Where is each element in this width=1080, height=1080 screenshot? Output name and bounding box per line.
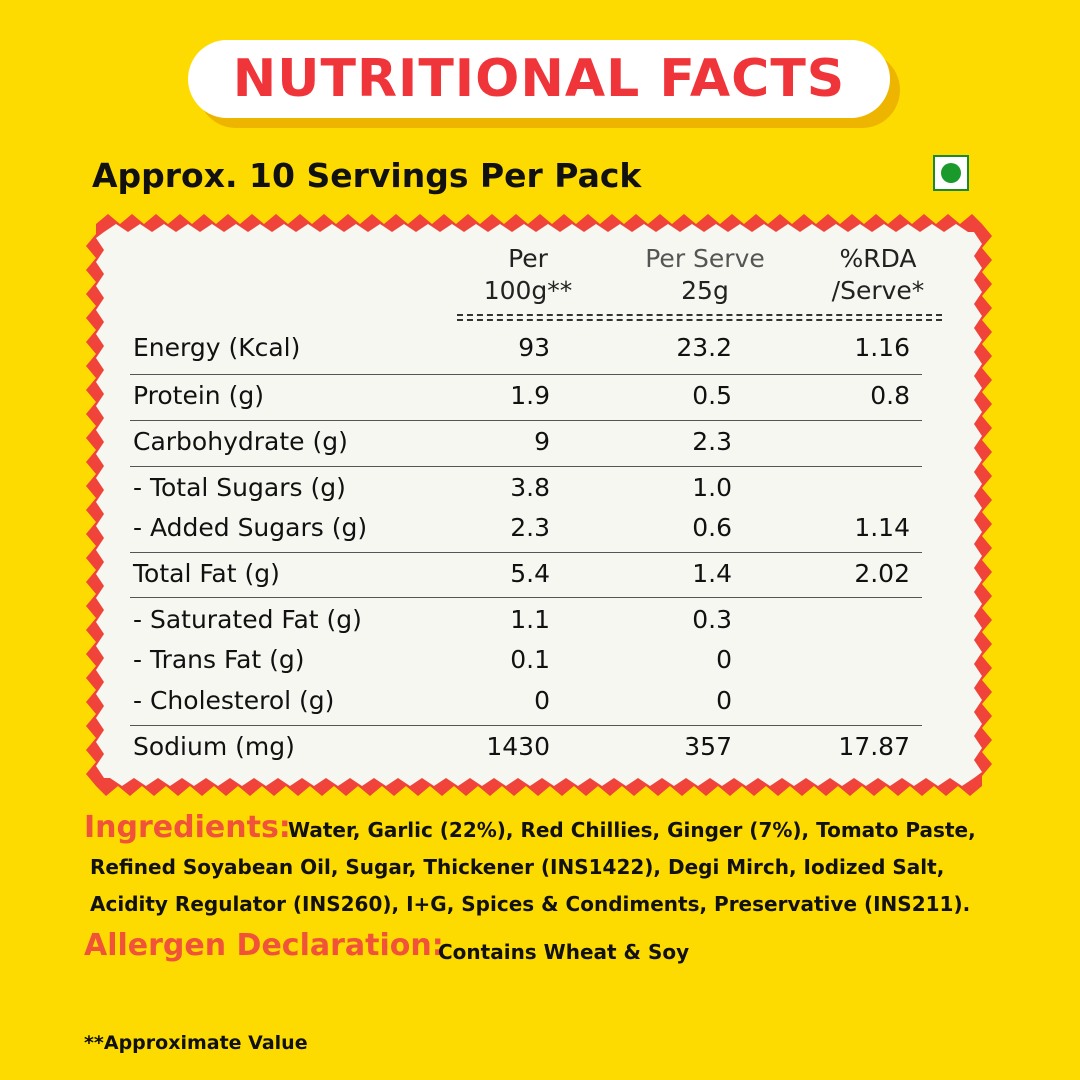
cell-per-100g: 1.9 (510, 381, 550, 410)
cell-per-100g: 2.3 (510, 513, 550, 542)
cell-rda: 2.02 (854, 559, 910, 588)
header-per-serve-line2: 25g (681, 276, 729, 305)
footnote: **Approximate Value (84, 1032, 308, 1054)
cell-per-serve: 0.6 (692, 513, 732, 542)
row-divider (130, 374, 922, 375)
cell-per-100g: 1430 (486, 732, 550, 761)
row-label: - Total Sugars (g) (133, 473, 346, 502)
cell-per-serve: 2.3 (692, 427, 732, 456)
cell-per-100g: 0 (534, 686, 550, 715)
cell-per-100g: 5.4 (510, 559, 550, 588)
cell-per-serve: 357 (684, 732, 732, 761)
row-label: - Cholesterol (g) (133, 686, 335, 715)
title-banner: NUTRITIONAL FACTS (188, 40, 890, 118)
row-label: Carbohydrate (g) (133, 427, 348, 456)
cell-per-serve: 0.3 (692, 605, 732, 634)
row-label: Total Fat (g) (133, 559, 280, 588)
cell-per-serve: 23.2 (676, 333, 732, 362)
veg-symbol-icon (933, 155, 969, 191)
table-row: Energy (Kcal) 93 23.2 1.16 (130, 328, 922, 368)
row-label: - Added Sugars (g) (133, 513, 368, 542)
header-per-serve: Per Serve 25g (626, 243, 784, 307)
table-row: Sodium (mg) 1430 357 17.87 (130, 727, 922, 767)
row-divider (130, 597, 922, 598)
veg-dot-icon (941, 163, 961, 183)
cell-per-serve: 1.0 (692, 473, 732, 502)
row-label: Sodium (mg) (133, 732, 295, 761)
card-background (96, 224, 982, 786)
row-label: - Trans Fat (g) (133, 645, 305, 674)
table-row: - Cholesterol (g) 0 0 (130, 681, 922, 721)
header-rda-line2: /Serve* (831, 276, 925, 305)
ingredients-line-1: Water, Garlic (22%), Red Chillies, Ginge… (288, 818, 976, 842)
row-label: - Saturated Fat (g) (133, 605, 362, 634)
servings-per-pack: Approx. 10 Servings Per Pack (92, 156, 642, 195)
table-row: Protein (g) 1.9 0.5 0.8 (130, 376, 922, 416)
row-divider (130, 725, 922, 726)
table-row: Total Fat (g) 5.4 1.4 2.02 (130, 554, 922, 594)
table-row: - Added Sugars (g) 2.3 0.6 1.14 (130, 508, 922, 548)
table-row: - Saturated Fat (g) 1.1 0.3 (130, 600, 922, 640)
cell-per-100g: 9 (534, 427, 550, 456)
row-label: Energy (Kcal) (133, 333, 301, 362)
table-row: Carbohydrate (g) 9 2.3 (130, 422, 922, 462)
header-per-serve-line1: Per Serve (645, 244, 765, 273)
cell-per-serve: 0 (716, 645, 732, 674)
header-per-100g-line2: 100g** (483, 276, 573, 305)
allergen-text: Contains Wheat & Soy (438, 940, 690, 964)
ingredients-line-3: Acidity Regulator (INS260), I+G, Spices … (90, 892, 971, 916)
ingredients-line-2: Refined Soyabean Oil, Sugar, Thickener (… (90, 855, 945, 879)
page-title: NUTRITIONAL FACTS (232, 49, 846, 109)
cell-per-serve: 0 (716, 686, 732, 715)
header-per-100g: Per 100g** (460, 243, 596, 307)
header-rda-line1: %RDA (839, 244, 917, 273)
cell-per-serve: 0.5 (692, 381, 732, 410)
cell-per-serve: 1.4 (692, 559, 732, 588)
row-divider (130, 420, 922, 421)
ingredients-label: Ingredients: (84, 810, 291, 845)
cell-rda: 1.16 (854, 333, 910, 362)
cell-rda: 0.8 (870, 381, 910, 410)
row-label: Protein (g) (133, 381, 264, 410)
cell-per-100g: 3.8 (510, 473, 550, 502)
row-divider (130, 466, 922, 467)
table-row: - Trans Fat (g) 0.1 0 (130, 640, 922, 680)
header-per-100g-line1: Per (508, 244, 548, 273)
allergen-label: Allergen Declaration: (84, 928, 444, 963)
table-row: - Total Sugars (g) 3.8 1.0 (130, 468, 922, 508)
header-dash-rule-1 (457, 314, 942, 316)
row-divider (130, 552, 922, 553)
cell-per-100g: 1.1 (510, 605, 550, 634)
cell-per-100g: 0.1 (510, 645, 550, 674)
cell-rda: 17.87 (838, 732, 910, 761)
cell-rda: 1.14 (854, 513, 910, 542)
header-rda: %RDA /Serve* (810, 243, 946, 307)
cell-per-100g: 93 (518, 333, 550, 362)
header-dash-rule-2 (457, 319, 942, 321)
